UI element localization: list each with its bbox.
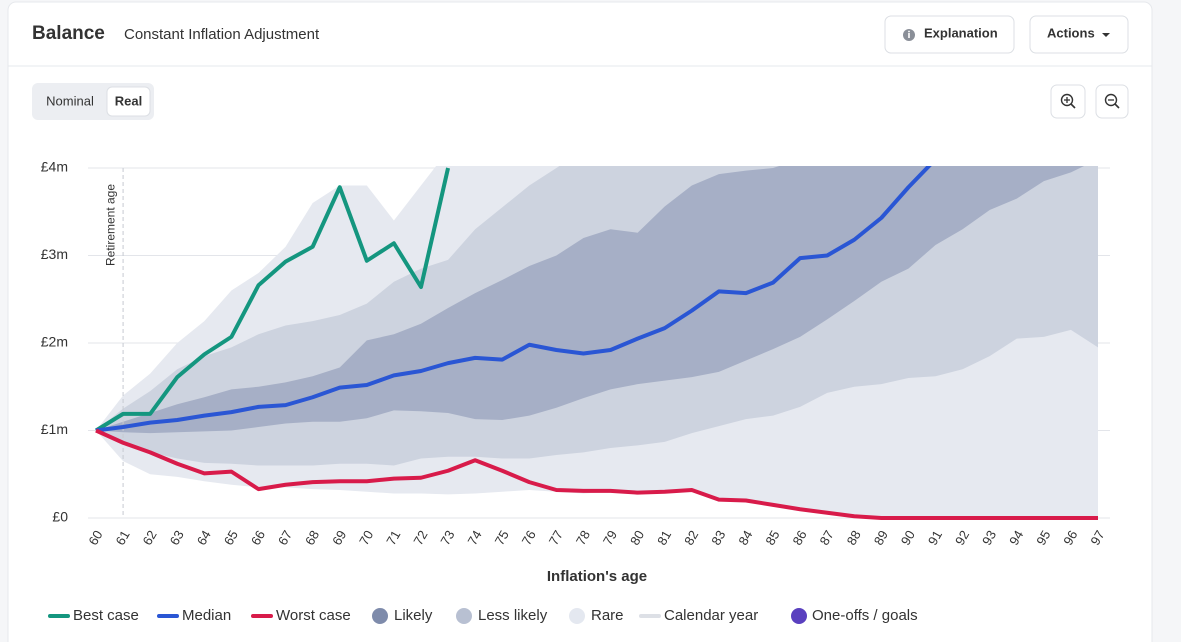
- x-tick-label: 83: [708, 528, 728, 548]
- x-tick-label: 67: [275, 528, 295, 548]
- x-tick-label: 60: [85, 528, 105, 548]
- x-tick-label: 97: [1087, 528, 1107, 548]
- x-tick-label: 63: [167, 528, 187, 548]
- legend-swatch: [372, 608, 388, 624]
- legend-label: Best case: [73, 607, 139, 624]
- y-tick-label: £1m: [41, 421, 68, 437]
- legend-swatch: [791, 608, 807, 624]
- legend-label: Likely: [394, 607, 433, 624]
- x-tick-label: 94: [1006, 528, 1026, 548]
- x-tick-label: 79: [600, 528, 620, 548]
- explanation-button[interactable]: Explanation: [884, 15, 1015, 54]
- explanation-label: Explanation: [924, 25, 998, 40]
- x-tick-label: 85: [762, 528, 782, 548]
- legend-swatch: [456, 608, 472, 624]
- x-tick-label: 89: [871, 528, 891, 548]
- legend-swatch: [569, 608, 585, 624]
- toggle-active: [106, 86, 151, 117]
- title: Balance: [32, 23, 105, 44]
- x-tick-label: 74: [464, 528, 484, 548]
- x-tick-label: 75: [492, 528, 512, 548]
- band-area: [96, 166, 1085, 434]
- x-tick-label: 71: [383, 528, 403, 548]
- x-tick-label: 78: [573, 528, 593, 548]
- subtitle: Constant Inflation Adjustment: [124, 26, 320, 43]
- x-axis-label: Inflation's age: [547, 568, 647, 585]
- toggle-option[interactable]: Real: [115, 93, 142, 108]
- x-tick-label: 87: [817, 528, 837, 548]
- y-tick-label: £4m: [41, 159, 68, 175]
- x-tick-label: 64: [194, 528, 214, 548]
- x-tick-label: 77: [546, 528, 566, 548]
- x-tick-label: 90: [898, 528, 918, 548]
- x-tick-label: 72: [410, 528, 430, 548]
- legend-label: Worst case: [276, 607, 351, 624]
- x-tick-label: 88: [844, 528, 864, 548]
- actions-label: Actions: [1047, 25, 1095, 40]
- x-tick-label: 86: [789, 528, 809, 548]
- series-line: [95, 428, 1098, 520]
- x-tick-label: 92: [952, 528, 972, 548]
- x-tick-label: 62: [140, 528, 160, 548]
- annotation: Retirement age: [103, 184, 117, 266]
- series-line: [95, 166, 932, 433]
- legend-label: Median: [182, 607, 231, 624]
- zoom-in[interactable]: [1050, 84, 1086, 119]
- legend-label: Less likely: [478, 607, 548, 624]
- legend-label[interactable]: Calendar year: [664, 607, 758, 624]
- x-tick-label: 81: [654, 528, 674, 548]
- x-tick-label: 95: [1033, 528, 1053, 548]
- x-tick-label: 82: [681, 528, 701, 548]
- toggle-option[interactable]: Nominal: [46, 93, 94, 108]
- x-tick-label: 76: [519, 528, 539, 548]
- x-tick-label: 66: [248, 528, 268, 548]
- x-tick-label: 96: [1060, 528, 1080, 548]
- x-tick-label: 84: [735, 528, 755, 548]
- series-line: [94, 167, 451, 433]
- x-tick-label: 93: [979, 528, 999, 548]
- x-tick-label: 68: [302, 528, 322, 548]
- x-tick-label: 61: [112, 528, 132, 548]
- x-tick-label: 69: [329, 528, 349, 548]
- legend-label: Rare: [591, 607, 624, 624]
- y-tick-label: £2m: [41, 334, 68, 350]
- x-tick-label: 91: [925, 528, 945, 548]
- plot: [96, 166, 1098, 518]
- lines: [94, 166, 1098, 520]
- y-tick-label: £0: [52, 509, 68, 525]
- zoom-out[interactable]: [1095, 84, 1129, 119]
- y-tick-label: £3m: [41, 246, 68, 262]
- legend-label[interactable]: One-offs / goals: [812, 607, 918, 624]
- x-tick-label: 70: [356, 528, 376, 548]
- x-tick-label: 73: [437, 528, 457, 548]
- actions-button[interactable]: Actions: [1029, 15, 1129, 54]
- x-tick-label: 65: [221, 528, 241, 548]
- x-tick-label: 80: [627, 528, 647, 548]
